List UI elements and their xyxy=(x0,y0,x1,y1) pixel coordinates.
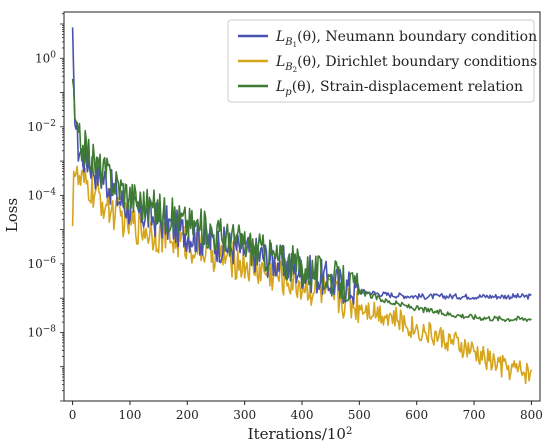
y-tick-exponent: −8 xyxy=(43,324,57,334)
legend-text: (θ), Dirichlet boundary conditions xyxy=(297,54,537,70)
legend-label: Lp(θ), Strain-displacement relation xyxy=(275,79,523,98)
y-tick-label: 10−6 xyxy=(27,256,56,271)
y-tick-exponent: −6 xyxy=(43,256,57,266)
y-tick-base: 10 xyxy=(27,188,42,202)
legend-subscript: p xyxy=(285,87,292,98)
x-tick-label: 0 xyxy=(69,408,77,422)
x-tick-label: 600 xyxy=(405,408,428,422)
y-tick-base: 10 xyxy=(27,257,42,271)
x-tick-label: 200 xyxy=(176,408,199,422)
y-tick-label: 10−8 xyxy=(27,324,56,339)
y-tick-base: 10 xyxy=(27,120,42,134)
x-axis-ticks: 0 100 200 300 400 500 600 700 800 xyxy=(69,401,543,422)
legend: LB1(θ), Neumann boundary conditionLB2(θ)… xyxy=(227,19,537,103)
y-tick-base: 10 xyxy=(27,325,42,339)
y-tick-exponent: −2 xyxy=(43,119,56,129)
x-axis-label: Iterations/102 xyxy=(248,425,353,443)
x-tick-label: 300 xyxy=(233,408,256,422)
y-tick-label: 10−2 xyxy=(27,119,56,134)
y-axis-label: Loss xyxy=(3,198,21,232)
legend-symbol: L xyxy=(275,54,285,70)
series-layer xyxy=(71,27,533,385)
x-tick-label: 100 xyxy=(118,408,141,422)
y-tick-label: 10−4 xyxy=(27,187,56,202)
y-tick-exponent: 0 xyxy=(50,50,56,60)
legend-text: (θ), Neumann boundary condition xyxy=(297,29,537,45)
x-tick-label: 700 xyxy=(463,408,486,422)
legend-symbol: L xyxy=(275,79,285,95)
legend-label: LB1(θ), Neumann boundary condition xyxy=(275,29,537,49)
y-tick-exponent: −4 xyxy=(43,187,57,197)
x-tick-label: 500 xyxy=(348,408,371,422)
y-tick-base: 10 xyxy=(35,51,50,65)
x-tick-label: 800 xyxy=(520,408,543,422)
legend-symbol: L xyxy=(275,29,285,45)
legend-subsubscript: 1 xyxy=(293,41,297,49)
y-tick-label: 100 xyxy=(35,50,56,65)
legend-subscript: B xyxy=(284,37,292,48)
series-line-3 xyxy=(71,78,532,323)
x-tick-label: 400 xyxy=(291,408,314,422)
legend-box xyxy=(227,19,535,103)
legend-label: LB2(θ), Dirichlet boundary conditions xyxy=(275,54,537,74)
legend-text: (θ), Strain-displacement relation xyxy=(292,79,523,95)
legend-subscript: B xyxy=(284,62,292,73)
series-line-2 xyxy=(71,165,533,385)
legend-subsubscript: 2 xyxy=(293,66,297,74)
